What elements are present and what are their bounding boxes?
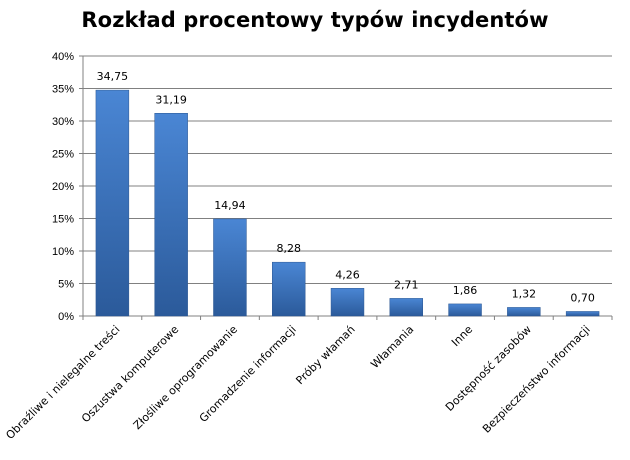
bar <box>154 113 188 317</box>
bar <box>448 303 482 317</box>
bar <box>565 311 600 317</box>
y-tick-label: 15% <box>52 214 74 226</box>
data-label: 8,28 <box>276 242 301 255</box>
data-label: 1,32 <box>512 287 537 300</box>
y-tick-label: 0% <box>58 311 74 323</box>
y-tick-label: 10% <box>52 246 74 258</box>
y-tick-label: 35% <box>52 84 74 96</box>
bar <box>389 298 423 317</box>
category-label: Oszustwa komputerowe <box>79 323 181 425</box>
y-tick-label: 25% <box>52 149 74 161</box>
category-label: Gromadzenie informacji <box>197 323 299 425</box>
data-label: 14,94 <box>214 199 246 212</box>
y-tick-label: 30% <box>52 116 74 128</box>
data-label: 0,70 <box>570 291 595 304</box>
bar <box>330 288 365 317</box>
data-label: 31,19 <box>155 93 187 106</box>
y-tick-label: 5% <box>58 279 74 291</box>
data-labels: 34,75 31,19 14,94 8,28 4,26 2,71 1,86 1,32 0,70 <box>97 70 595 304</box>
category-label: Złośliwe oprogramowanie <box>131 323 240 432</box>
data-label: 2,71 <box>394 278 419 291</box>
y-tick-label: 40% <box>52 51 74 63</box>
data-label: 34,75 <box>97 70 129 83</box>
category-label: Bezpieczeństwo informacji <box>480 323 593 436</box>
bar <box>507 307 541 317</box>
chart-title: Rozkład procentowy typów incydentów <box>81 8 549 32</box>
y-tick-label: 20% <box>52 181 74 193</box>
bar <box>272 261 306 317</box>
category-label: Obraźliwe i nielegalne treści <box>3 323 122 442</box>
category-label: Włamania <box>368 323 416 371</box>
category-label: Inne <box>449 323 475 349</box>
y-axis-ticks: 0% 5% 10% 15% 20% 25% 30% 35% 40% <box>52 51 83 323</box>
bar <box>213 218 247 317</box>
bars <box>95 89 600 317</box>
data-label: 4,26 <box>335 268 360 281</box>
category-label: Próby włamań <box>293 323 357 387</box>
bar <box>95 89 130 317</box>
data-label: 1,86 <box>453 284 478 297</box>
